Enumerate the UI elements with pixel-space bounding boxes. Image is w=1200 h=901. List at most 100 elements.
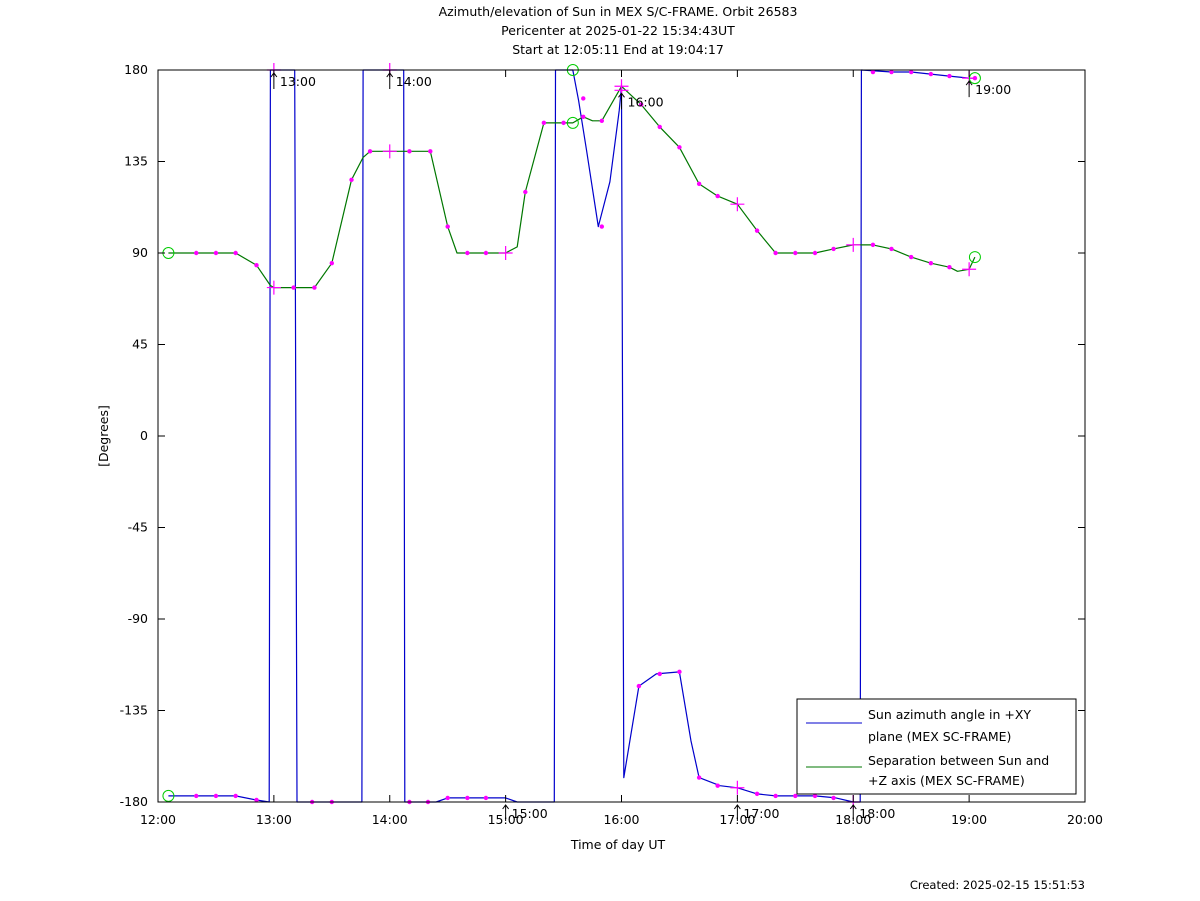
sample-dot-marker xyxy=(870,242,876,248)
sample-dot-marker xyxy=(541,120,547,126)
annotation-layer: 13:00 14:00 15:00 16:00 17:00 18:00 19:00 xyxy=(270,72,1011,821)
sample-dot-marker xyxy=(812,793,818,799)
sample-dot-marker xyxy=(445,795,450,801)
sample-dot-marker xyxy=(483,795,489,801)
sample-dot-marker xyxy=(428,149,433,154)
sample-dot-marker xyxy=(483,250,489,256)
sample-dot-marker xyxy=(831,795,836,801)
sample-dot-marker xyxy=(793,793,798,799)
sample-dot-marker xyxy=(754,791,760,797)
sample-dot-marker xyxy=(523,189,528,195)
hour-cross-marker xyxy=(730,780,745,795)
series-azimuth-line xyxy=(168,69,975,803)
sample-dot-marker xyxy=(889,69,894,75)
series-separation-line xyxy=(168,85,976,289)
sample-dot-marker xyxy=(194,793,199,799)
sample-dot-marker xyxy=(754,228,760,233)
sample-dot-marker xyxy=(561,120,566,126)
sample-dot-marker xyxy=(636,683,642,689)
x-tick-label: 18:00 xyxy=(835,812,871,827)
axis-layer: 12:00 13:00 14:00 15:00 16:00 17:00 18:00 19:00… xyxy=(120,62,1103,827)
time-annotation-label: 18:00 xyxy=(859,806,895,821)
sample-dot-marker xyxy=(349,177,354,182)
x-tick-label: 14:00 xyxy=(372,812,408,827)
time-annotation: 17:00 xyxy=(733,804,779,821)
sample-dot-marker xyxy=(793,250,798,256)
x-tick-label: 15:00 xyxy=(488,812,524,827)
legend: Sun azimuth angle in +XY plane (MEX SC-F… xyxy=(796,698,1077,795)
legend-label-azimuth-line-1: Sun azimuth angle in +XY xyxy=(868,707,1031,722)
sample-dot-marker xyxy=(581,114,586,119)
y-tick-label: -90 xyxy=(128,611,148,626)
time-annotation: 16:00 xyxy=(618,92,664,109)
sample-dot-marker xyxy=(581,96,586,101)
endpoint-circle-marker xyxy=(968,251,981,264)
sample-dot-marker xyxy=(696,181,702,187)
marker-layer xyxy=(162,63,981,809)
sample-dot-marker xyxy=(329,260,335,266)
sample-dot-marker xyxy=(312,285,317,290)
sample-dot-marker xyxy=(812,250,818,256)
sample-dot-marker xyxy=(213,793,219,799)
hour-cross-marker xyxy=(382,144,397,159)
sample-dot-marker xyxy=(773,250,778,256)
sample-dot-marker xyxy=(928,71,934,77)
sample-dot-marker xyxy=(889,246,894,252)
sample-dot-marker xyxy=(696,775,702,780)
title-line-3: Start at 12:05:11 End at 19:04:17 xyxy=(512,42,724,57)
sample-dot-marker xyxy=(947,265,952,270)
y-tick-label: 135 xyxy=(124,154,148,169)
sample-dot-marker xyxy=(254,797,259,803)
endpoint-circle-marker xyxy=(566,116,579,129)
y-axis-label: [Degrees] xyxy=(96,405,111,467)
sample-dot-marker xyxy=(831,246,836,252)
time-annotation: 18:00 xyxy=(849,804,895,821)
sample-dot-marker xyxy=(947,73,952,79)
time-annotation-label: 14:00 xyxy=(396,74,432,89)
sample-dot-marker xyxy=(213,250,219,256)
x-tick-label: 13:00 xyxy=(256,812,292,827)
x-tick-label: 20:00 xyxy=(1067,812,1103,827)
time-annotation-label: 19:00 xyxy=(975,82,1011,97)
hour-cross-marker xyxy=(962,262,977,277)
y-tick-label: 90 xyxy=(132,245,148,260)
time-annotation-arrow xyxy=(733,804,741,821)
sample-dot-marker xyxy=(657,124,662,130)
hour-cross-marker xyxy=(846,237,861,252)
time-annotation-arrow xyxy=(502,804,510,821)
sample-dot-marker xyxy=(233,793,238,799)
sample-dot-marker xyxy=(928,260,934,266)
y-tick-label: 45 xyxy=(132,337,148,352)
sample-dot-marker xyxy=(677,669,682,675)
sample-dot-marker xyxy=(445,224,450,229)
sample-dot-marker xyxy=(715,193,720,199)
time-annotation-label: 16:00 xyxy=(628,94,664,109)
sample-dot-marker xyxy=(599,118,605,124)
time-annotation-label: 17:00 xyxy=(743,806,779,821)
sample-dot-marker xyxy=(291,285,296,290)
sample-dot-marker xyxy=(465,795,470,801)
endpoint-circle-marker xyxy=(162,789,175,802)
x-tick-label: 17:00 xyxy=(719,812,755,827)
sample-dot-marker xyxy=(908,69,914,75)
sample-dot-marker xyxy=(367,149,373,154)
y-tick-label: -45 xyxy=(128,520,148,535)
x-axis-label: Time of day UT xyxy=(570,837,666,852)
sample-dot-marker xyxy=(638,102,644,107)
sample-dot-marker xyxy=(773,793,778,799)
time-annotation-arrow xyxy=(965,80,973,98)
hour-cross-marker xyxy=(266,280,281,295)
time-annotation-label: 13:00 xyxy=(280,74,316,89)
time-annotation-label: 15:00 xyxy=(512,806,548,821)
endpoint-circle-marker xyxy=(968,72,981,85)
legend-box xyxy=(796,698,1077,795)
created-timestamp: Created: 2025-02-15 15:51:53 xyxy=(910,878,1085,892)
title-line-2: Pericenter at 2025-01-22 15:34:43UT xyxy=(501,23,735,38)
sample-dot-marker xyxy=(677,145,682,150)
sample-dot-marker xyxy=(254,263,259,268)
sample-dot-marker xyxy=(407,149,412,154)
chart-title: Azimuth/elevation of Sun in MEX S/C-FRAM… xyxy=(439,4,798,57)
legend-label-separation-line-2: +Z axis (MEX SC-FRAME) xyxy=(868,773,1025,788)
time-annotation: 13:00 xyxy=(270,72,316,89)
